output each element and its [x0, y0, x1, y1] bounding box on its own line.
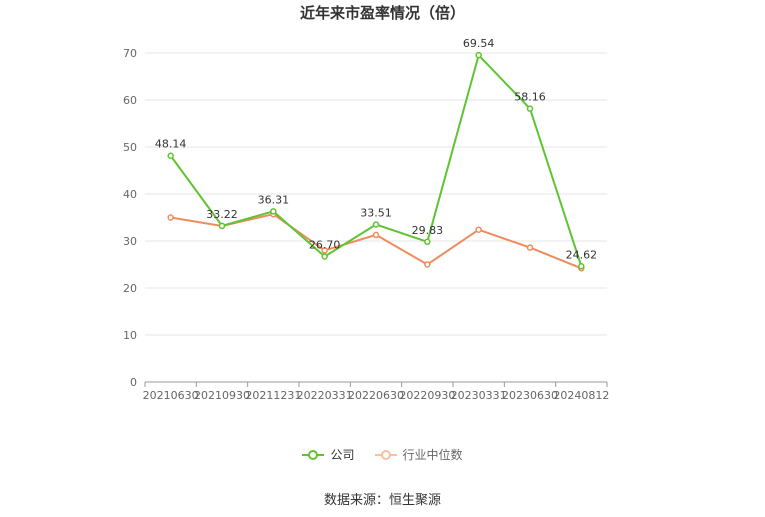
x-tick-label: 20211231: [245, 389, 301, 402]
chart-legend: 公司 行业中位数: [0, 446, 765, 463]
legend-label-industry: 行业中位数: [402, 448, 463, 462]
y-tick-label: 40: [123, 188, 137, 201]
x-tick-label: 20220630: [348, 389, 404, 402]
legend-label-company: 公司: [330, 448, 355, 462]
data-label: 24.62: [566, 248, 598, 261]
data-point-0: [526, 105, 534, 112]
x-tick-label: 20210630: [143, 389, 199, 402]
data-point-1: [526, 244, 534, 251]
data-label: 58.16: [514, 91, 546, 104]
data-point-1: [167, 214, 174, 221]
x-tick-label: 20230331: [451, 389, 507, 402]
data-point-0: [270, 208, 277, 215]
y-tick-label: 60: [123, 94, 137, 107]
data-point-0: [475, 51, 482, 59]
data-point-0: [321, 253, 328, 260]
legend-marker-industry: [374, 449, 397, 460]
data-label: 26.70: [309, 239, 341, 252]
y-tick-label: 70: [123, 47, 137, 60]
data-label: 33.22: [206, 208, 238, 221]
x-tick-label: 20220930: [399, 389, 455, 402]
x-tick-label: 20240812: [553, 389, 609, 402]
data-label: 36.31: [258, 193, 290, 206]
legend-item-company[interactable]: 公司: [302, 446, 355, 463]
legend-marker-company: [302, 449, 325, 460]
data-source: 数据来源：恒生聚源: [323, 493, 441, 508]
y-tick-label: 0: [130, 376, 137, 389]
x-tick-label: 20230630: [502, 389, 558, 402]
data-point-1: [372, 231, 380, 239]
data-point-0: [167, 152, 174, 159]
data-label: 48.14: [155, 138, 187, 151]
y-tick-label: 30: [123, 235, 137, 248]
y-tick-label: 20: [123, 282, 137, 295]
y-tick-label: 50: [123, 141, 137, 154]
legend-item-industry[interactable]: 行业中位数: [374, 446, 463, 463]
data-point-1: [321, 247, 328, 254]
x-tick-label: 20220331: [297, 389, 353, 402]
data-point-0: [218, 222, 226, 230]
chart-title: 近年来市盈率情况（倍）: [299, 4, 465, 22]
x-tick-label: 20210930: [194, 389, 250, 402]
data-point-1: [475, 226, 482, 233]
y-tick-label: 10: [123, 329, 137, 342]
data-label: 29.83: [412, 224, 444, 237]
line-chart: 0102030405060702021063020210930202112312…: [123, 37, 609, 402]
data-label: 69.54: [463, 37, 495, 50]
data-point-0: [372, 221, 380, 228]
data-point-1: [424, 261, 431, 268]
data-label: 33.51: [360, 207, 392, 220]
data-point-0: [424, 238, 431, 246]
data-point-0: [578, 263, 585, 270]
